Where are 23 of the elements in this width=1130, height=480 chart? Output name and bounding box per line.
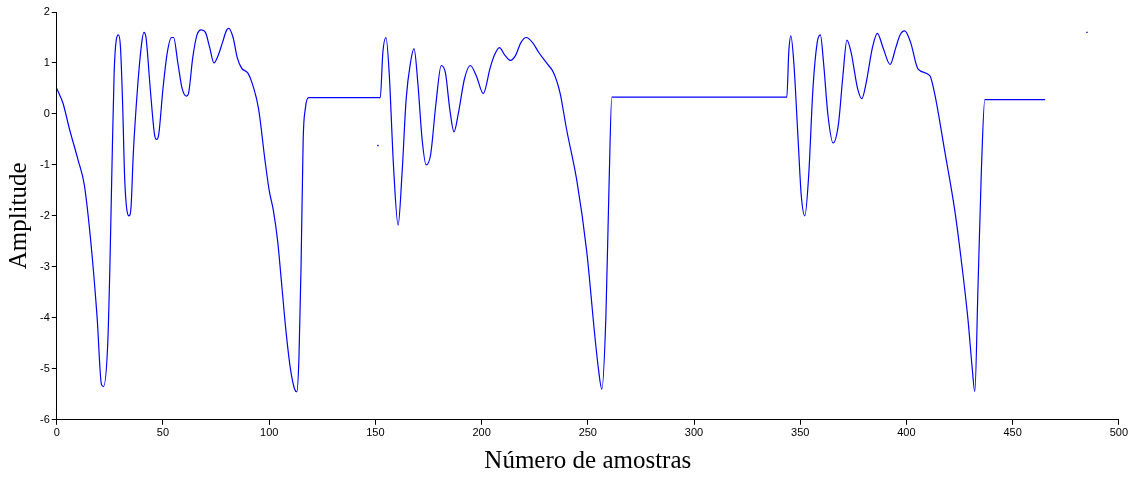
y-tick-label: -4: [40, 310, 50, 323]
x-tick-label: 300: [684, 426, 704, 439]
y-tick-label: -6: [40, 412, 50, 425]
x-tick-label: 250: [578, 426, 597, 439]
y-tick-label: 2: [43, 5, 50, 18]
y-tick-label: -2: [40, 208, 50, 221]
x-tick-label: 400: [897, 426, 916, 439]
x-tick-label: 50: [156, 426, 170, 439]
x-tick-label: 150: [366, 426, 385, 439]
x-tick-label: 500: [1109, 426, 1128, 439]
y-tick-label: 0: [43, 106, 50, 119]
x-tick-label: 100: [260, 426, 279, 439]
y-tick-label: 1: [43, 56, 50, 69]
y-axis-title: Amplitude: [3, 162, 31, 270]
line-series: [56, 27, 1046, 393]
x-tick-label: 450: [1003, 426, 1022, 439]
x-tick-label: 350: [791, 426, 810, 439]
y-tick-label: -5: [40, 361, 50, 374]
x-axis-title: Número de amostras: [484, 445, 692, 473]
y-tick-label: -3: [40, 259, 50, 272]
x-tick-label: 0: [53, 426, 60, 439]
y-tick-label: -1: [40, 157, 50, 170]
x-tick-label: 200: [472, 426, 491, 439]
